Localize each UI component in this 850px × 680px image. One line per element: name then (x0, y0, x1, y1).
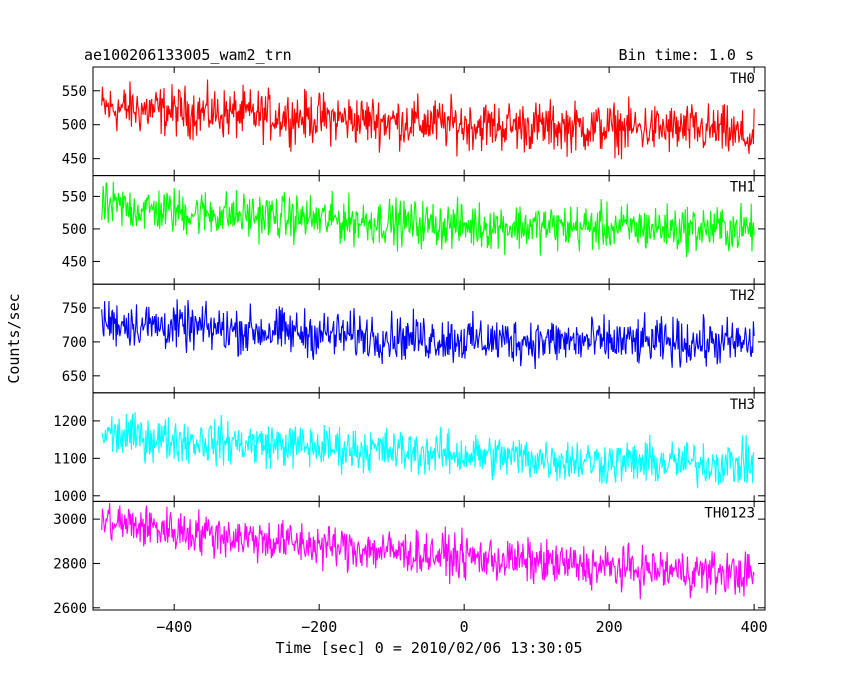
panel-th0: 450 500 550 TH0 (62, 66, 766, 177)
x-tick-label: 200 (596, 618, 623, 636)
panel-label: TH1 (730, 180, 755, 196)
bin-time-label: Bin time: 1.0 s (618, 46, 754, 64)
y-tick-label: 1200 (53, 414, 87, 430)
y-tick-label: 1000 (53, 489, 87, 505)
y-tick-label: 550 (62, 84, 87, 100)
chart-title: ae100206133005_wam2_trn (84, 46, 292, 64)
panel-label: TH0 (730, 71, 755, 87)
panel-th3: 1000 1100 1200 TH3 (53, 392, 766, 505)
y-tick-label: 450 (62, 152, 87, 168)
series-line-th2 (101, 299, 755, 370)
y-tick-label: 1100 (53, 451, 87, 467)
panel-th2: 650 700 750 TH2 (62, 283, 766, 394)
y-tick-label: 450 (62, 254, 87, 270)
x-tick-label: −400 (156, 618, 192, 636)
panel-label: TH3 (730, 397, 755, 413)
y-tick-label: 2800 (53, 556, 87, 572)
x-tick-label: 0 (460, 618, 469, 636)
x-tick-label: −200 (301, 618, 337, 636)
x-tick-label: 400 (741, 618, 768, 636)
panel-frame (92, 500, 766, 611)
y-axis-label: Counts/sec (5, 293, 23, 383)
y-tick-label: 500 (62, 118, 87, 134)
series-line-th1 (101, 181, 755, 258)
y-tick-label: 2600 (53, 601, 87, 617)
y-tick-label: 650 (62, 369, 87, 385)
series-line-th0123 (101, 503, 755, 600)
series-line-th0 (101, 79, 755, 160)
y-tick-label: 550 (62, 189, 87, 205)
panel-th0123: 2600 2800 3000 TH0123 (53, 500, 766, 617)
series-line-th3 (101, 412, 755, 489)
panel-th1: 450 500 550 TH1 (62, 175, 766, 285)
y-tick-label: 3000 (53, 512, 87, 528)
panel-label: TH2 (730, 288, 755, 304)
y-tick-label: 750 (62, 301, 87, 317)
x-axis-label: Time [sec] 0 = 2010/02/06 13:30:05 (275, 639, 582, 657)
y-tick-label: 700 (62, 335, 87, 351)
panel-label: TH0123 (704, 505, 755, 521)
y-tick-label: 500 (62, 222, 87, 238)
